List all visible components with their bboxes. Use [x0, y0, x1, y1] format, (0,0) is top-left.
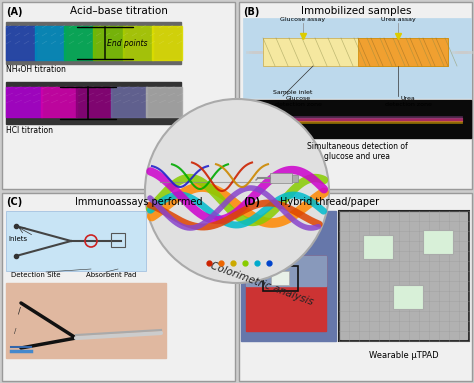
Bar	[263, 266, 298, 291]
FancyBboxPatch shape	[393, 285, 423, 309]
FancyBboxPatch shape	[2, 2, 235, 189]
Bar	[271, 271, 289, 285]
Bar	[292, 175, 298, 182]
Bar	[93, 26, 124, 60]
Bar	[6, 87, 42, 117]
Bar	[6, 22, 181, 64]
FancyBboxPatch shape	[2, 193, 235, 381]
FancyBboxPatch shape	[239, 193, 472, 381]
Text: Colorimetric analysis: Colorimetric analysis	[209, 261, 315, 308]
Text: HCl titration: HCl titration	[6, 126, 53, 135]
Text: NH₄OH titration: NH₄OH titration	[6, 65, 66, 74]
Text: Urea assay: Urea assay	[381, 17, 415, 22]
Circle shape	[145, 99, 329, 283]
Bar	[35, 26, 65, 60]
FancyBboxPatch shape	[363, 235, 393, 259]
Bar	[243, 100, 471, 138]
Bar	[6, 26, 36, 60]
Text: Acid–base titration: Acid–base titration	[70, 6, 168, 16]
Bar	[6, 283, 166, 358]
Bar	[270, 173, 292, 183]
Text: /: /	[18, 306, 21, 315]
Text: End points: End points	[107, 39, 147, 47]
Text: Simultaneous detection of
glucose and urea: Simultaneous detection of glucose and ur…	[307, 142, 407, 161]
Text: (B): (B)	[243, 7, 259, 17]
Text: (D): (D)	[243, 197, 260, 207]
Text: (A): (A)	[6, 7, 22, 17]
Bar	[111, 87, 147, 117]
Bar	[111, 233, 125, 247]
Bar	[64, 26, 94, 60]
Bar	[41, 87, 77, 117]
FancyBboxPatch shape	[423, 230, 453, 254]
FancyBboxPatch shape	[239, 2, 472, 189]
Text: Immobilized samples: Immobilized samples	[301, 6, 411, 16]
Text: Inlets: Inlets	[8, 236, 27, 242]
Text: Wearable μTPAD: Wearable μTPAD	[369, 351, 439, 360]
Text: Detection Site: Detection Site	[11, 272, 61, 278]
Text: Urea
detection zone: Urea detection zone	[384, 96, 431, 107]
Bar	[246, 256, 326, 286]
Bar	[6, 82, 181, 124]
Text: (C): (C)	[6, 197, 22, 207]
Bar	[152, 26, 182, 60]
Bar	[241, 211, 336, 341]
Text: Immunoassays performed: Immunoassays performed	[75, 197, 202, 207]
Bar	[243, 18, 471, 98]
Text: Absorbent Pad: Absorbent Pad	[86, 272, 137, 278]
Bar	[246, 256, 326, 331]
Bar	[6, 211, 146, 271]
Bar	[76, 87, 112, 117]
Bar	[358, 38, 448, 66]
Text: Glucose assay: Glucose assay	[281, 17, 326, 22]
Bar	[146, 87, 182, 117]
Bar	[341, 213, 467, 339]
Text: /: /	[14, 328, 17, 334]
Text: Glucose
detection zone: Glucose detection zone	[274, 96, 321, 107]
Text: Hybrid thread/paper: Hybrid thread/paper	[280, 197, 379, 207]
Bar	[339, 211, 469, 341]
Bar	[263, 38, 448, 66]
Text: Sample inlet: Sample inlet	[273, 90, 313, 95]
Bar	[123, 26, 153, 60]
